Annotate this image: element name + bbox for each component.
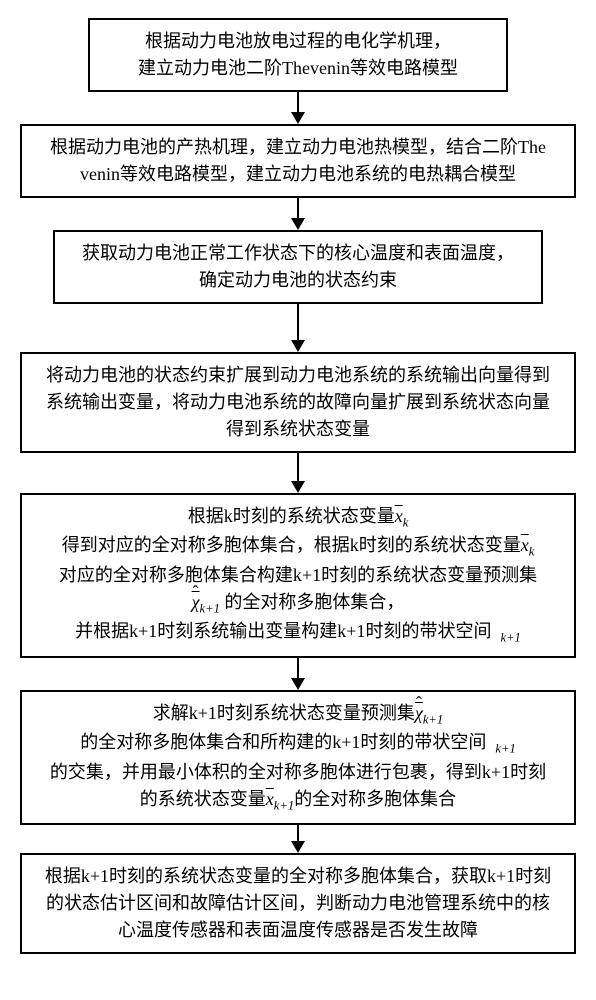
flow-node-4: 将动力电池的状态约束扩展到动力电池系统的系统输出向量得到 系统输出变量，将动力电…: [20, 352, 576, 453]
node-text: 确定动力电池的状态约束: [199, 270, 397, 290]
node-text: 建立动力电池二阶Thevenin等效电路模型: [138, 58, 458, 78]
arrow-head-icon: [291, 481, 305, 493]
node-text: 根据动力电池的产热机理，建立动力电池热模型，结合二阶The: [50, 137, 546, 157]
flowchart-container: 根据动力电池放电过程的电化学机理， 建立动力电池二阶Thevenin等效电路模型…: [0, 0, 596, 972]
flow-node-5: 根据k时刻的系统状态变量xk 得到对应的全对称多胞体集合，根据k时刻的系统状态变…: [20, 493, 576, 658]
node-text: 系统输出变量，将动力电池系统的故障向量扩展到系统状态向量: [46, 392, 550, 412]
node-text: 对应的全对称多胞体集合构建k+1时刻的系统状态变量预测集: [59, 565, 537, 585]
node-text: 根据动力电池放电过程的电化学机理，: [145, 31, 451, 51]
arrow-line: [297, 92, 299, 112]
node-text: 根据k+1时刻的系统状态变量的全对称多胞体集合，获取k+1时刻: [45, 866, 551, 886]
node-text: 根据k时刻的系统状态变量xk: [188, 506, 409, 526]
flow-arrow: [291, 658, 305, 690]
flow-node-7: 根据k+1时刻的系统状态变量的全对称多胞体集合，获取k+1时刻 的状态估计区间和…: [20, 853, 576, 954]
node-text: 的全对称多胞体集合和所构建的k+1时刻的带状空间 k+1: [80, 732, 516, 752]
node-text: 心温度传感器和表面温度传感器是否发生故障: [118, 920, 478, 940]
node-text: 获取动力电池正常工作状态下的核心温度和表面温度，: [82, 243, 514, 263]
flow-node-3: 获取动力电池正常工作状态下的核心温度和表面温度， 确定动力电池的状态约束: [53, 230, 543, 304]
arrow-line: [297, 825, 299, 841]
flow-node-2: 根据动力电池的产热机理，建立动力电池热模型，结合二阶The venin等效电路模…: [20, 124, 576, 198]
node-text: venin等效电路模型，建立动力电池系统的电热耦合模型: [80, 164, 516, 184]
arrow-head-icon: [291, 678, 305, 690]
arrow-head-icon: [291, 218, 305, 230]
node-text: 的交集，并用最小体积的全对称多胞体进行包裹，得到k+1时刻: [50, 762, 546, 782]
node-text: 的状态估计区间和故障估计区间，判断动力电池管理系统中的核: [46, 893, 550, 913]
flow-node-1: 根据动力电池放电过程的电化学机理， 建立动力电池二阶Thevenin等效电路模型: [88, 18, 508, 92]
flow-arrow: [291, 825, 305, 853]
node-text: 得到系统状态变量: [226, 419, 370, 439]
node-text: χk+1 的全对称多胞体集合，: [192, 592, 405, 612]
arrow-line: [297, 658, 299, 678]
arrow-head-icon: [291, 841, 305, 853]
arrow-head-icon: [291, 112, 305, 124]
node-text: 并根据k+1时刻系统输出变量构建k+1时刻的带状空间 k+1: [75, 621, 521, 641]
flow-arrow: [291, 453, 305, 493]
flow-arrow: [291, 92, 305, 124]
arrow-line: [297, 304, 299, 340]
node-text: 的系统状态变量xk+1的全对称多胞体集合: [140, 789, 456, 809]
node-text: 求解k+1时刻系统状态变量预测集χk+1: [153, 703, 443, 723]
arrow-line: [297, 198, 299, 218]
flow-arrow: [291, 198, 305, 230]
flow-arrow: [291, 304, 305, 352]
node-text: 得到对应的全对称多胞体集合，根据k时刻的系统状态变量xk: [62, 535, 535, 555]
flow-node-6: 求解k+1时刻系统状态变量预测集χk+1 的全对称多胞体集合和所构建的k+1时刻…: [20, 690, 576, 825]
node-text: 将动力电池的状态约束扩展到动力电池系统的系统输出向量得到: [46, 365, 550, 385]
arrow-line: [297, 453, 299, 481]
arrow-head-icon: [291, 340, 305, 352]
